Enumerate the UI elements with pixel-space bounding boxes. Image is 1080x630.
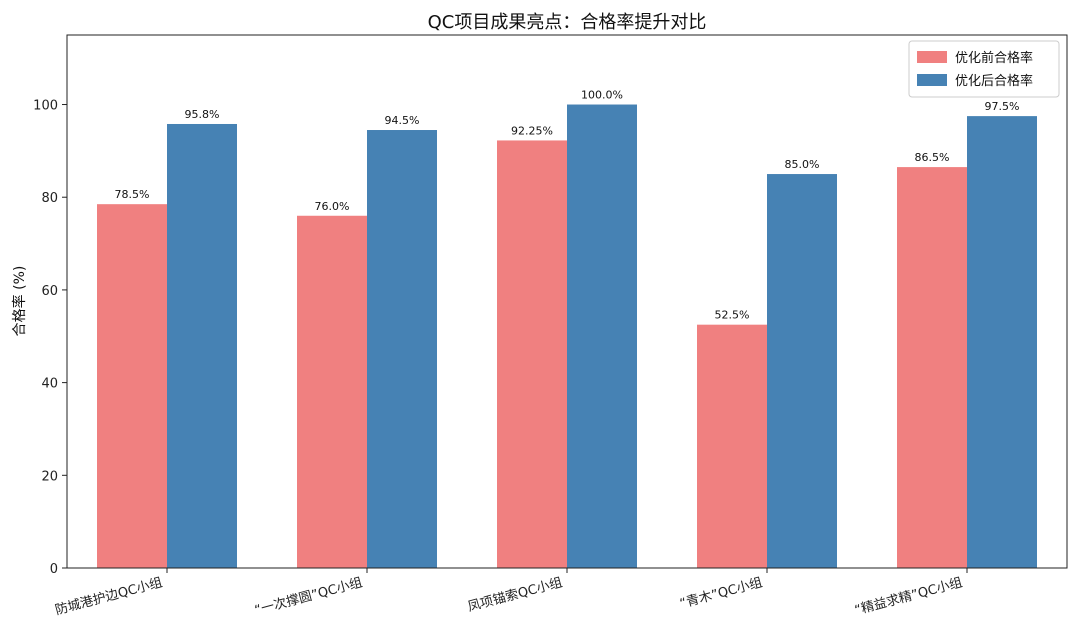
legend-label-0: 优化前合格率	[955, 50, 1033, 66]
y-tick-label-3: 60	[41, 284, 58, 299]
y-tick-label-0: 0	[50, 562, 58, 577]
y-tick-label-4: 80	[41, 191, 58, 206]
chart-title: QC项目成果亮点：合格率提升对比	[428, 12, 707, 33]
y-tick-label-2: 40	[41, 377, 58, 392]
data-label-after-1: 94.5%	[385, 114, 420, 127]
legend-swatch-1	[917, 74, 947, 86]
bar-after-1	[367, 130, 437, 568]
bar-before-2	[497, 140, 567, 569]
bar-before-3	[697, 324, 767, 568]
bar-before-4	[897, 167, 967, 568]
x-axis-ticks: 防城港护边QC小组 “一次撑圆”QC小组 凤项锚索QC小组 “青木”QC小组 “精益求精…	[53, 568, 968, 619]
y-axis-label: 合格率 (%)	[11, 266, 28, 337]
data-label-before-2: 92.25%	[511, 124, 553, 137]
bar-before-1	[297, 215, 367, 568]
plot-frame	[66, 34, 1068, 569]
bars-layer	[97, 104, 1037, 569]
y-tick-label-1: 20	[41, 469, 58, 484]
x-tick-label-4: “精益求精”QC小组	[853, 575, 964, 618]
data-label-before-4: 86.5%	[915, 151, 950, 164]
data-label-before-1: 76.0%	[315, 200, 350, 213]
data-label-before-0: 78.5%	[115, 188, 150, 201]
bar-after-2	[567, 104, 637, 569]
data-label-after-2: 100.0%	[581, 89, 623, 102]
y-tick-label-5: 100	[33, 99, 58, 114]
data-label-after-3: 85.0%	[785, 158, 820, 171]
legend-label-1: 优化后合格率	[955, 73, 1033, 89]
legend-swatch-0	[917, 51, 947, 63]
bar-after-4	[967, 116, 1037, 568]
data-label-after-4: 97.5%	[985, 100, 1020, 113]
data-label-before-3: 52.5%	[715, 309, 750, 322]
x-tick-label-3: “青木”QC小组	[678, 575, 764, 611]
bar-before-0	[97, 204, 167, 569]
x-tick-label-1: “一次撑圆”QC小组	[253, 574, 364, 618]
bar-after-3	[767, 174, 837, 569]
x-tick-label-0: 防城港护边QC小组	[53, 574, 164, 618]
data-labels-layer: 78.5% 95.8% 76.0% 94.5% 92.25% 100.0% 52.5% 85.…	[115, 89, 1020, 322]
x-tick-label-2: 凤项锚索QC小组	[466, 575, 564, 615]
y-axis-ticks: 0 20 40 60 80 100	[33, 99, 67, 577]
bar-after-0	[167, 123, 237, 568]
data-label-after-0: 95.8%	[185, 108, 220, 121]
